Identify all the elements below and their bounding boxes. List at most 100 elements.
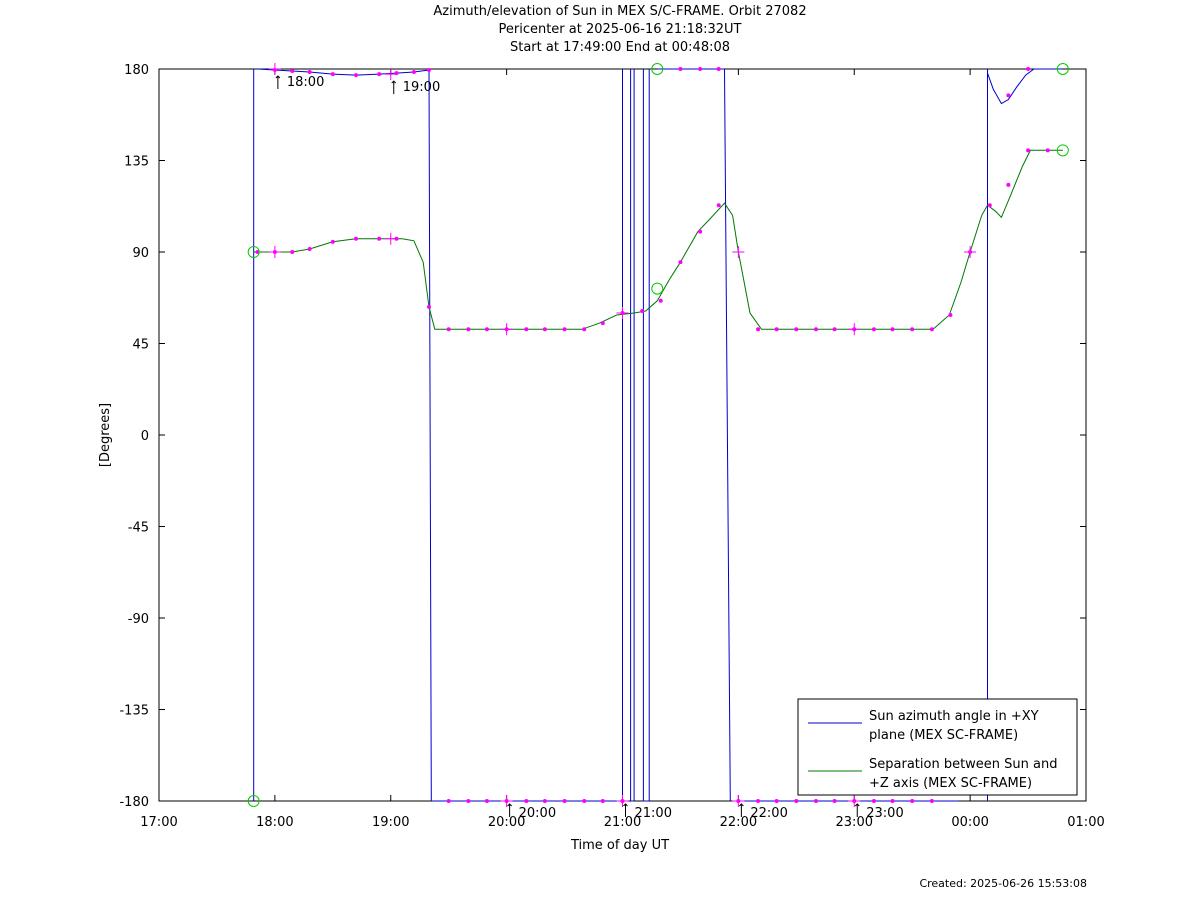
hour-cross-marker (616, 795, 629, 807)
hour-cross-marker (964, 246, 977, 258)
data-marker (1026, 148, 1031, 153)
data-marker (582, 327, 587, 332)
data-marker (698, 67, 703, 71)
time-annotation-arrow (507, 803, 512, 817)
y-tick-label: 135 (124, 155, 149, 170)
endpoint-circle (1056, 144, 1069, 157)
data-marker (1026, 67, 1031, 71)
y-tick-label: -135 (119, 704, 149, 719)
legend-label-line: Sun azimuth angle in +XY (869, 709, 1039, 724)
legend-label-line: +Z axis (MEX SC-FRAME) (869, 776, 1032, 791)
data-marker (794, 327, 799, 332)
time-annotation-label: 21:00 (635, 806, 672, 821)
x-axis-label: Time of day UT (570, 838, 669, 853)
data-marker (307, 70, 312, 75)
data-marker (794, 799, 799, 803)
data-marker (948, 313, 953, 318)
data-marker (255, 250, 260, 254)
time-annotation-label: 19:00 (403, 80, 440, 95)
x-tick-label: 19:00 (372, 815, 409, 830)
chart-title-line-3: Start at 17:49:00 End at 00:48:08 (509, 40, 731, 55)
data-marker (307, 246, 312, 251)
data-marker (774, 327, 779, 332)
data-marker (1006, 182, 1011, 187)
data-marker (910, 327, 915, 332)
hour-cross-marker (268, 246, 281, 258)
data-marker (426, 304, 431, 309)
data-marker (929, 799, 934, 803)
data-marker (330, 72, 335, 77)
data-marker (600, 321, 605, 326)
time-annotation-arrow (623, 803, 628, 817)
data-marker (756, 799, 761, 803)
chart-title-line-1: Azimuth/elevation of Sun in MEX S/C-FRAM… (433, 4, 807, 19)
time-annotation-arrow (739, 803, 744, 817)
x-tick-label: 00:00 (951, 815, 988, 830)
y-tick-label: 90 (132, 246, 149, 261)
legend-label-line: Separation between Sun and (869, 757, 1057, 772)
endpoint-circle (651, 282, 664, 295)
data-marker (542, 327, 547, 332)
data-marker (1006, 93, 1011, 98)
data-marker (542, 799, 547, 803)
markers-layer (247, 63, 1069, 807)
y-tick-label: 45 (132, 338, 149, 353)
data-marker (871, 799, 876, 803)
data-marker (446, 799, 451, 803)
series-line-separation (253, 149, 1063, 330)
x-tick-label: 21:00 (604, 815, 641, 830)
hour-cross-marker (500, 795, 513, 807)
x-tick-label: 17:00 (140, 815, 177, 830)
x-tick-label: 20:00 (488, 815, 525, 830)
y-axis-label: [Degrees] (98, 403, 113, 467)
data-marker (353, 73, 358, 78)
data-marker (871, 327, 876, 332)
series-line-azimuth (428, 68, 432, 802)
data-marker (600, 799, 605, 803)
data-marker (658, 298, 663, 303)
series-line-azimuth (257, 68, 430, 76)
data-marker (890, 799, 895, 803)
data-marker (678, 260, 683, 265)
data-marker (377, 236, 382, 241)
data-marker (484, 799, 489, 803)
created-timestamp: Created: 2025-06-26 15:53:08 (919, 877, 1087, 890)
data-marker (290, 250, 295, 254)
hour-cross-marker (848, 323, 861, 336)
hour-cross-marker (384, 68, 397, 81)
legend: Sun azimuth angle in +XY plane (MEX SC-FR… (797, 698, 1078, 796)
x-tick-label: 22:00 (720, 815, 757, 830)
data-marker (484, 327, 489, 332)
data-marker (814, 799, 819, 803)
data-marker (678, 67, 683, 71)
hour-cross-marker (732, 246, 745, 258)
data-marker (1045, 148, 1050, 153)
time-annotation-label: 23:00 (866, 806, 903, 821)
data-marker (716, 67, 721, 71)
data-marker (890, 327, 895, 332)
data-marker (814, 327, 819, 332)
legend-box (797, 698, 1078, 796)
endpoint-circle (247, 795, 260, 807)
x-tick-label: 18:00 (256, 815, 293, 830)
y-tick-label: 180 (124, 63, 149, 78)
time-annotation-arrow (275, 75, 281, 89)
hour-cross-marker (732, 795, 745, 807)
y-tick-label: -90 (128, 612, 149, 627)
hour-cross-marker (268, 63, 281, 75)
x-tick-label: 01:00 (1067, 815, 1104, 830)
chart-title-line-2: Pericenter at 2025-06-16 21:18:32UT (498, 22, 742, 37)
data-marker (466, 799, 471, 803)
data-marker (330, 239, 335, 244)
series-line-azimuth (724, 68, 731, 802)
data-marker (987, 203, 992, 208)
endpoint-circle (247, 246, 260, 258)
data-marker (562, 799, 567, 803)
data-marker (698, 229, 703, 234)
time-annotation-label: 18:00 (287, 75, 324, 90)
data-marker (466, 327, 471, 332)
data-marker (640, 308, 645, 313)
data-marker (411, 70, 416, 75)
x-tick-label: 23:00 (836, 815, 873, 830)
data-marker (910, 799, 915, 803)
